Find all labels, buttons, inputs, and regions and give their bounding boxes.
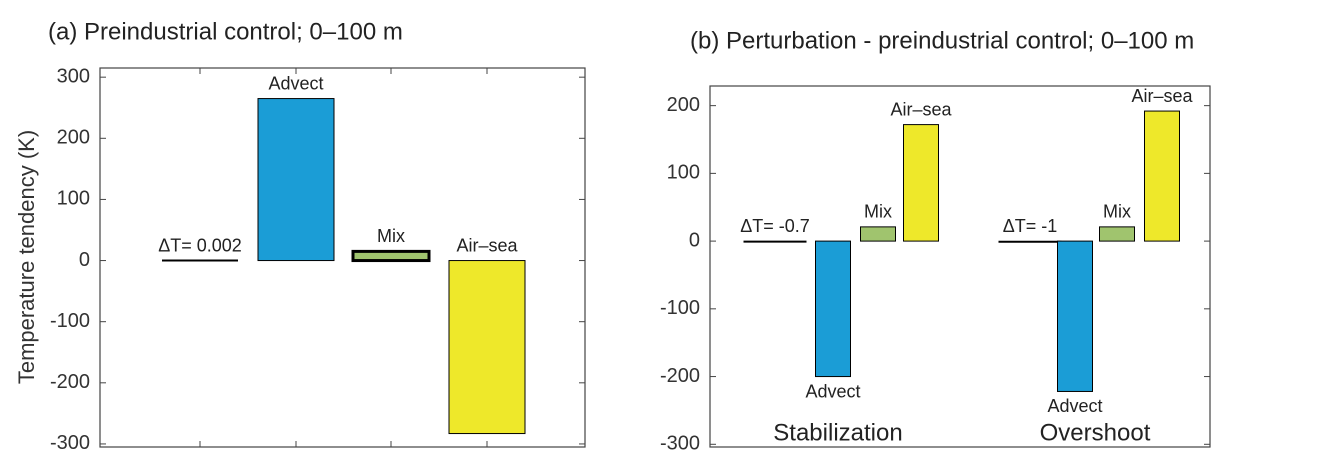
y-tick-label: 100 bbox=[667, 162, 700, 184]
chart-title: (a) Preindustrial control; 0–100 m bbox=[48, 18, 403, 45]
plot-frame bbox=[99, 67, 586, 448]
bar-label: Advect bbox=[805, 381, 860, 401]
y-tick-label: -200 bbox=[50, 371, 90, 393]
group-label: Overshoot bbox=[1040, 419, 1151, 446]
y-tick-label: 100 bbox=[57, 188, 90, 210]
bar bbox=[448, 260, 526, 435]
bar-label: Air–sea bbox=[1131, 86, 1193, 106]
bar bbox=[1144, 110, 1180, 242]
chart-title: (b) Perturbation - preindustrial control… bbox=[690, 27, 1194, 54]
bar bbox=[903, 124, 939, 242]
y-tick-label: 0 bbox=[79, 249, 90, 271]
bar bbox=[351, 249, 431, 263]
bar-label: Air–sea bbox=[890, 99, 952, 119]
plot-frame bbox=[709, 85, 1211, 448]
bar-label: Advect bbox=[268, 73, 323, 93]
bar bbox=[860, 226, 896, 242]
y-tick-label: -200 bbox=[660, 365, 700, 387]
bar-label: Mix bbox=[377, 226, 405, 246]
bar bbox=[815, 240, 851, 378]
y-tick-label: -100 bbox=[660, 297, 700, 319]
bar-label: Advect bbox=[1047, 396, 1102, 416]
y-tick-label: 200 bbox=[667, 94, 700, 116]
y-tick-label: 0 bbox=[689, 229, 700, 251]
bar-label: Air–sea bbox=[456, 235, 518, 255]
bar-label: Mix bbox=[864, 202, 892, 222]
y-tick-label: -100 bbox=[50, 310, 90, 332]
group-label: Stabilization bbox=[773, 419, 902, 446]
bar-label: ΔT= 0.002 bbox=[158, 235, 242, 255]
y-tick-label: 300 bbox=[57, 65, 90, 87]
bar bbox=[1099, 226, 1135, 242]
bar-label: ΔT= -0.7 bbox=[740, 216, 810, 236]
bar bbox=[257, 98, 335, 262]
y-tick-label: -300 bbox=[50, 432, 90, 453]
bar-label: Mix bbox=[1103, 202, 1131, 222]
y-tick-label: -300 bbox=[660, 433, 700, 453]
bar bbox=[1057, 240, 1093, 392]
y-axis-label: Temperature tendency (K) bbox=[14, 130, 39, 384]
bar-label: ΔT= -1 bbox=[1003, 216, 1058, 236]
y-tick-label: 200 bbox=[57, 127, 90, 149]
